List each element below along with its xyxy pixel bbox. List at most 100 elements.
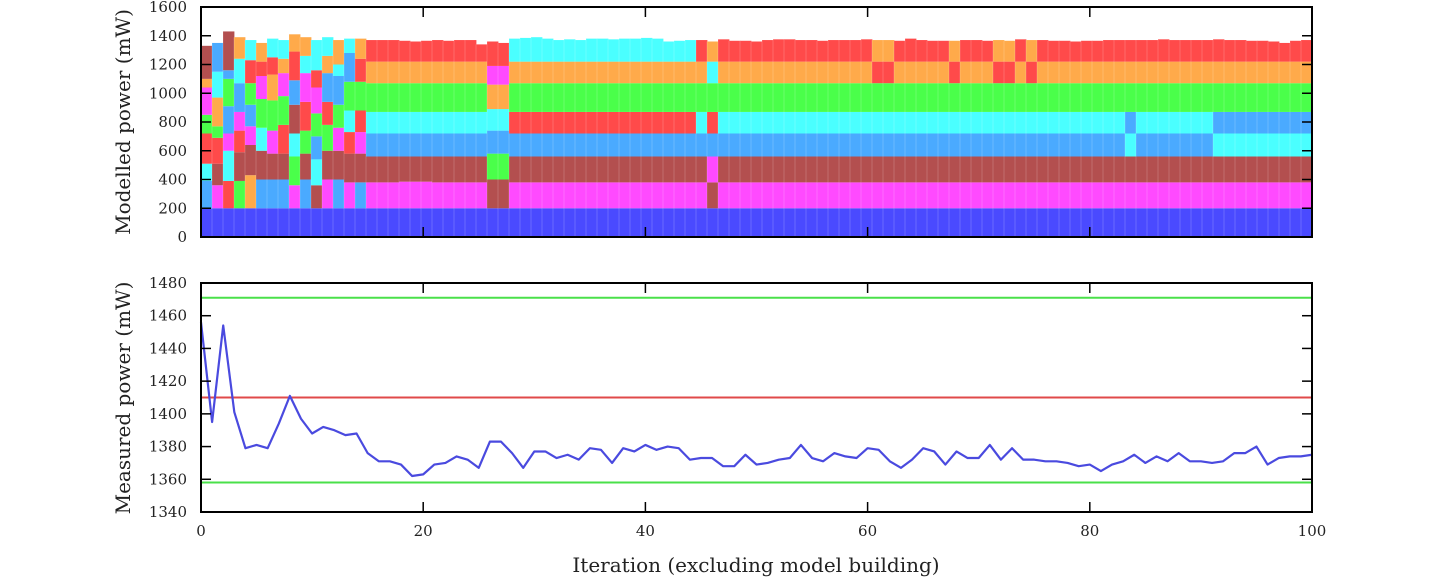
bar-segment [1279, 208, 1291, 237]
bar-segment [454, 83, 466, 112]
stacked-bar [827, 40, 840, 237]
bar-segment [1015, 111, 1027, 134]
bar-segment [839, 40, 851, 62]
bar-segment [630, 182, 642, 209]
bar-segment [993, 40, 1005, 62]
bar-segment [399, 111, 411, 134]
bar-segment [454, 61, 466, 84]
bar-segment [1070, 41, 1082, 62]
bar-segment [487, 109, 499, 131]
stacked-bar [662, 41, 675, 237]
bar-segment [641, 61, 653, 84]
bar-segment [608, 133, 620, 157]
bar-segment [201, 180, 213, 209]
bar-segment [1246, 133, 1258, 157]
bar-segment [872, 133, 884, 157]
bar-segment [212, 185, 224, 209]
bar-segment [454, 182, 466, 209]
bar-segment [894, 111, 906, 134]
bar-segment [1026, 156, 1038, 183]
bar-segment [916, 133, 928, 157]
bar-segment [344, 208, 356, 237]
bar-segment [311, 113, 323, 137]
bar-segment [1114, 208, 1126, 237]
bar-segment [575, 156, 587, 183]
bar-segment [1026, 111, 1038, 134]
bar-segment [740, 208, 752, 237]
bar-segment [894, 40, 906, 62]
bar-segment [1268, 182, 1280, 209]
bar-segment [443, 111, 455, 134]
bar-segment [938, 208, 950, 237]
stacked-bar [1289, 40, 1302, 237]
stacked-bar [640, 37, 653, 237]
bar-segment [663, 111, 675, 134]
bar-segment [344, 81, 356, 111]
stacked-bar [1113, 40, 1126, 237]
bar-segment [619, 133, 631, 157]
bar-segment [256, 150, 268, 180]
bar-segment [652, 133, 664, 157]
bar-segment [971, 40, 983, 62]
bar-segment [828, 208, 840, 237]
bar-segment [1180, 133, 1192, 157]
bar-segment [938, 83, 950, 112]
bar-segment [289, 133, 301, 157]
bar-segment [1180, 111, 1192, 134]
bar-segment [322, 179, 334, 209]
bar-segment [234, 208, 246, 237]
bar-segment [454, 208, 466, 237]
stacked-bar [805, 40, 818, 237]
bar-segment [245, 175, 257, 209]
bar-segment [1059, 182, 1071, 209]
ytick-label: 1380 [149, 438, 187, 456]
bar-segment [443, 40, 455, 62]
bar-segment [1246, 40, 1258, 62]
bar-segment [498, 153, 510, 180]
stacked-bar [1025, 40, 1038, 237]
bar-segment [487, 41, 499, 66]
bar-segment [212, 163, 224, 186]
bar-segment [806, 40, 818, 62]
bar-segment [333, 64, 345, 76]
bar-segment [256, 179, 268, 209]
bar-segment [916, 83, 928, 112]
xtick-label: 80 [1080, 522, 1099, 540]
bar-segment [1257, 40, 1269, 62]
bar-segment [322, 150, 334, 180]
bar-segment [1290, 208, 1302, 237]
bar-segment [1224, 156, 1236, 183]
bar-segment [718, 111, 730, 134]
bar-segment [630, 156, 642, 183]
stacked-bar [1179, 40, 1192, 237]
bar-segment [718, 182, 730, 209]
stacked-bar [673, 40, 686, 237]
bar-segment [740, 40, 752, 62]
bar-segment [1026, 40, 1038, 62]
bar-segment [454, 133, 466, 157]
bar-segment [377, 83, 389, 112]
bar-segment [905, 156, 917, 183]
bar-segment [828, 40, 840, 62]
bar-segment [344, 132, 356, 154]
bar-segment [1268, 156, 1280, 183]
bar-segment [1015, 133, 1027, 157]
bar-segment [696, 208, 708, 237]
bar-segment [1279, 42, 1291, 62]
bar-segment [1213, 208, 1225, 237]
bar-segment [300, 130, 312, 154]
bar-segment [1015, 39, 1027, 62]
bar-segment [1202, 83, 1214, 112]
bar-segment [1048, 156, 1060, 183]
bar-segment [553, 208, 565, 237]
bar-segment [707, 111, 719, 134]
stacked-bar [1135, 40, 1148, 237]
bar-segment [1037, 156, 1049, 183]
bar-segment [234, 111, 246, 131]
bar-segment [377, 208, 389, 237]
bar-segment [542, 182, 554, 209]
bar-segment [1114, 83, 1126, 112]
bar-segment [509, 38, 521, 62]
bar-segment [674, 156, 686, 183]
bar-segment [531, 37, 543, 62]
